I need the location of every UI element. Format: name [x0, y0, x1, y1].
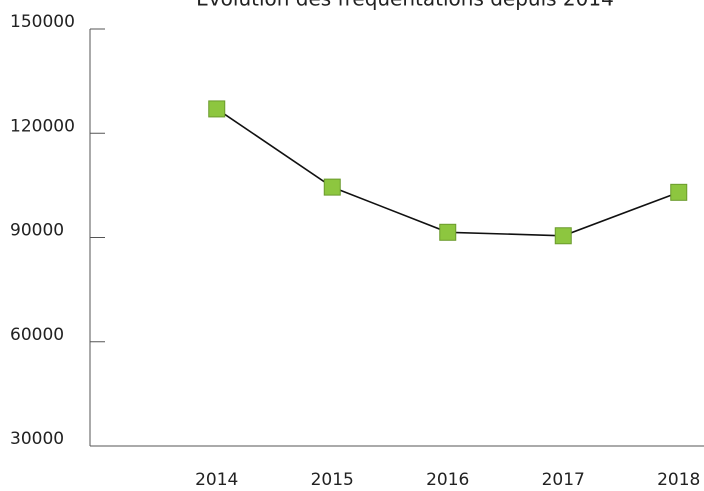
- point-marker: [439, 223, 457, 241]
- y-tick-label: 120000: [10, 116, 75, 136]
- y-tick-label: 90000: [10, 221, 64, 241]
- y-tick-label: 60000: [10, 325, 64, 345]
- x-tick-label: 2016: [426, 470, 469, 490]
- x-tick-label: 2015: [311, 470, 354, 490]
- chart-title: Évolution des fréquentations depuis 2014: [196, 0, 614, 11]
- point-marker: [323, 178, 341, 196]
- point-marker: [670, 183, 688, 201]
- point-marker: [554, 227, 572, 245]
- x-tick-label: 2017: [542, 470, 585, 490]
- y-tick-label: 30000: [10, 429, 64, 449]
- point-marker: [208, 100, 226, 118]
- series-line: [216, 108, 680, 237]
- y-tick-label: 150000: [10, 12, 75, 32]
- x-tick-label: 2014: [195, 470, 238, 490]
- x-tick-label: 2018: [657, 470, 700, 490]
